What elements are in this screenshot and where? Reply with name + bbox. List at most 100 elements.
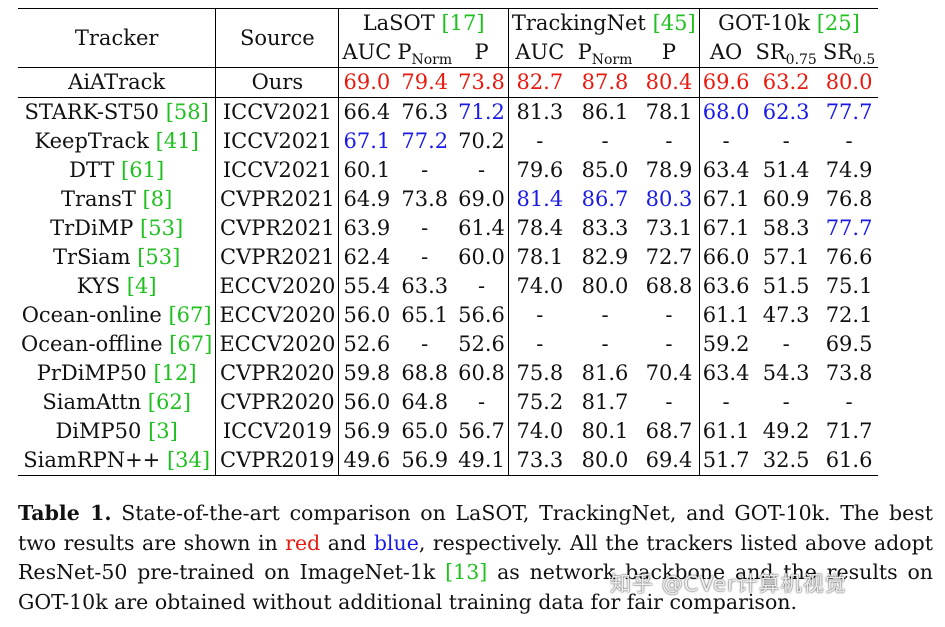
metric-cell: 54.3: [762, 361, 810, 385]
metric-cell: 56.0: [343, 390, 391, 414]
metric-cell: 55.4: [343, 274, 391, 298]
metric-cell: 78.1: [516, 245, 564, 269]
metric-cell: 62.3: [762, 100, 810, 124]
metric-cell: -: [601, 303, 609, 327]
tracker-name: TrSiam: [52, 245, 131, 269]
metric-cell: 67.1: [343, 129, 391, 153]
source-cell: ECCV2020: [215, 330, 340, 359]
metric-cell: -: [536, 303, 544, 327]
tracker-name-cell: KYS [4]: [18, 272, 217, 301]
metric-cell: 68.8: [401, 361, 449, 385]
header-tracker: Tracker: [18, 8, 217, 68]
metric-cell: 79.4: [394, 67, 456, 98]
tracker-name-cell: TransT [8]: [18, 185, 217, 214]
tracker-name: KeepTrack: [34, 129, 149, 153]
metric-cell: 73.8: [401, 187, 449, 211]
tracker-name: SiamAttn: [42, 390, 142, 414]
metric-cell: 60.8: [455, 359, 509, 388]
metric-cell: 74.9: [825, 158, 873, 182]
metric-cell: 73.3: [508, 446, 571, 476]
metric-cell: 56.6: [455, 301, 509, 330]
citation: [53]: [133, 216, 184, 240]
metric-cell: 59.8: [343, 361, 391, 385]
citation: [17]: [441, 11, 485, 35]
group-name: LaSOT: [362, 11, 435, 35]
citation: [25]: [816, 11, 860, 35]
header-lasot-pnorm: PNorm: [394, 38, 456, 68]
tracker-name-cell: SiamRPN++ [34]: [18, 446, 217, 476]
metric-cell: 77.2: [401, 129, 449, 153]
metric-cell: 82.9: [581, 245, 629, 269]
caption-citation: [13]: [445, 560, 488, 584]
tracker-name: Ocean-online: [21, 303, 162, 327]
metric-cell: 79.6: [516, 158, 564, 182]
tracker-name: SiamRPN++: [23, 448, 161, 472]
citation: [8]: [135, 187, 173, 211]
citation: [4]: [120, 274, 157, 298]
tracker-name: TransT: [60, 187, 136, 211]
metric-cell: 66.4: [343, 100, 391, 124]
metric-cell: 63.3: [401, 274, 449, 298]
source-cell: CVPR2021: [215, 214, 340, 243]
metric-cell: 80.0: [570, 446, 640, 476]
table-row: STARK-ST50 [58] ICCV2021 66.4 76.3 71.2 81.3 8…: [18, 97, 878, 127]
source-cell: ICCV2019: [215, 417, 340, 446]
header-got-sr075: SR0.75: [752, 38, 820, 68]
metric-cell: 80.1: [581, 419, 629, 443]
metric-cell: -: [455, 156, 509, 185]
metric-cell: 51.7: [699, 446, 753, 476]
header-lasot-p: P: [455, 38, 509, 68]
group-name: TrackingNet: [511, 11, 646, 35]
table-row: Ocean-online [67] ECCV2020 56.0 65.1 56.6 - - -…: [18, 301, 878, 330]
source-cell: ECCV2020: [215, 301, 340, 330]
metric-cell: 63.4: [702, 361, 750, 385]
metric-cell: 81.3: [516, 100, 564, 124]
tracker-name: Ocean-offline: [21, 332, 163, 356]
source-cell: CVPR2021: [215, 185, 340, 214]
results-table: Tracker Source LaSOT [17] TrackingNet [4…: [18, 8, 879, 476]
source-cell: ECCV2020: [215, 272, 340, 301]
metric-cell: 75.2: [516, 390, 564, 414]
metric-cell: 70.4: [639, 359, 700, 388]
header-got-sr05: SR0.5: [819, 38, 879, 68]
table-body: AiATrack Ours 69.0 79.4 73.8 82.7 87.8 80.4 69.6…: [18, 67, 879, 476]
metric-cell: 59.2: [702, 332, 750, 356]
metric-cell: 75.1: [825, 274, 873, 298]
source-cell: CVPR2020: [215, 388, 340, 417]
metric-cell: 65.1: [401, 303, 449, 327]
metric-cell: 75.8: [516, 361, 564, 385]
metric-cell: 61.1: [702, 419, 750, 443]
tracker-name: STARK-ST50: [24, 100, 160, 124]
metric-cell: 56.9: [394, 446, 456, 476]
metric-cell: 69.6: [699, 67, 753, 98]
header-lasot-auc: AUC: [338, 38, 395, 68]
metric-cell: 61.6: [819, 446, 879, 476]
tracker-name: AiATrack: [68, 70, 166, 94]
tracker-name: DTT: [69, 158, 115, 182]
metric-cell: 47.3: [762, 303, 810, 327]
tracker-name-cell: TrDiMP [53]: [18, 214, 217, 243]
metric-cell: 80.0: [819, 67, 879, 98]
table-row: TrDiMP [53] CVPR2021 63.9-61.4 78.4 83.3 73.1…: [18, 214, 878, 243]
metric-cell: 73.8: [455, 67, 509, 98]
metric-cell: 63.2: [752, 67, 820, 98]
metric-cell: 80.4: [639, 67, 700, 98]
header-row-groups: Tracker Source LaSOT [17] TrackingNet [4…: [18, 8, 879, 68]
citation: [34]: [160, 448, 211, 472]
metric-cell: 76.6: [825, 245, 873, 269]
metric-cell: 78.9: [639, 156, 700, 185]
metric-cell: 64.9: [343, 187, 391, 211]
metric-cell: -: [536, 129, 544, 153]
metric-cell: -: [639, 127, 700, 156]
metric-cell: 73.1: [639, 214, 700, 243]
metric-cell: 63.6: [702, 274, 750, 298]
metric-cell: -: [782, 390, 790, 414]
table-row: Ocean-offline [67] ECCV2020 52.6-52.6- - -59…: [18, 330, 878, 359]
tracker-name-cell: AiATrack: [18, 67, 217, 98]
metric-cell: -: [455, 272, 509, 301]
source-cell: CVPR2021: [215, 243, 340, 272]
table-caption: Table 1. State-of-the-art comparison on …: [18, 499, 933, 617]
watermark-text: 知乎 @CVer计算机视觉: [610, 572, 847, 596]
header-got-ao: AO: [699, 38, 753, 68]
metric-cell: 60.0: [455, 243, 509, 272]
